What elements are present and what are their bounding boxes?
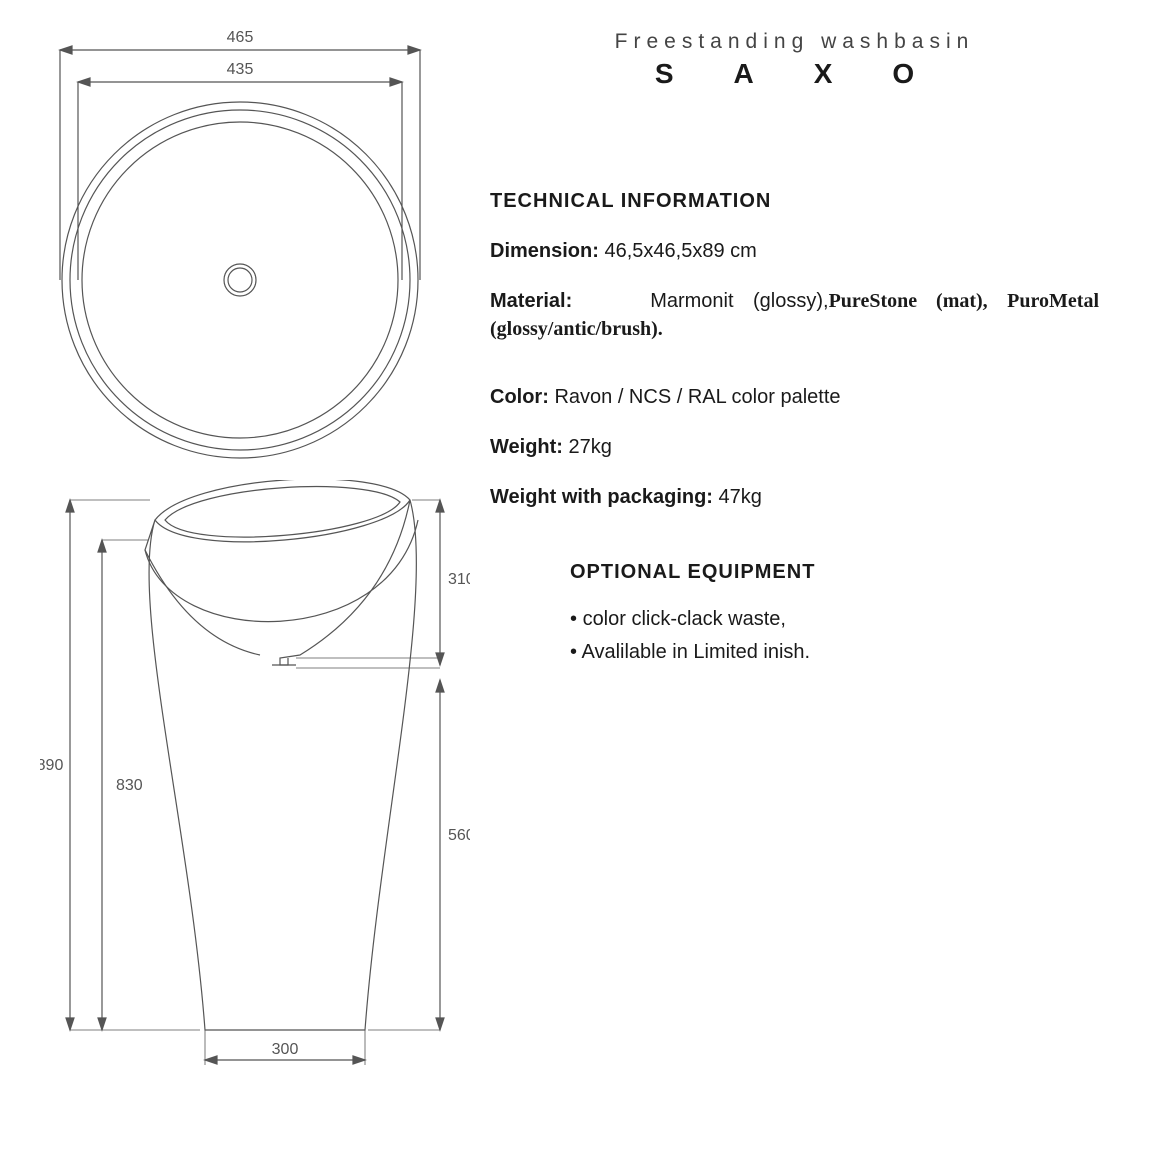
weight-line: Weight: 27kg (490, 433, 1099, 461)
color-value: Ravon / NCS / RAL color palette (554, 386, 840, 408)
weight-pack-value: 47kg (719, 486, 762, 508)
optional-item-0: • color click-clack waste, (570, 608, 1099, 631)
optional-heading: OPTIONAL EQUIPMENT (570, 561, 1099, 584)
dim-side-300: 300 (272, 1041, 299, 1058)
product-sheet: 465 435 (0, 0, 1159, 1173)
optional-section: OPTIONAL EQUIPMENT • color click-clack w… (490, 561, 1099, 664)
color-line: Color: Ravon / NCS / RAL color palette (490, 383, 1099, 411)
dimension-value: 46,5x46,5x89 cm (604, 240, 756, 262)
dim-top-outer: 465 (227, 29, 254, 46)
dim-side-890: 890 (40, 757, 63, 774)
material-label: Material: (490, 290, 572, 312)
weight-value: 27kg (569, 436, 612, 458)
material-line: Material: Marmonit (glossy),PureStone (m… (490, 287, 1099, 343)
product-subtitle: Freestanding washbasin (490, 30, 1099, 54)
dim-top-inner: 435 (227, 61, 254, 78)
info-column: Freestanding washbasin SAXO TECHNICAL IN… (470, 0, 1159, 1173)
dimension-label: Dimension: (490, 240, 599, 262)
dim-side-830: 830 (116, 777, 143, 794)
dim-side-310: 310 (448, 571, 470, 588)
dimension-line: Dimension: 46,5x46,5x89 cm (490, 237, 1099, 265)
material-bold-1: PureStone (mat), (829, 290, 988, 312)
weight-label: Weight: (490, 436, 563, 458)
material-plain: Marmonit (glossy), (650, 290, 828, 312)
side-view-diagram: 890 830 310 (40, 480, 460, 1080)
color-label: Color: (490, 386, 549, 408)
weight-pack-line: Weight with packaging: 47kg (490, 483, 1099, 511)
dim-side-560: 560 (448, 827, 470, 844)
top-view-diagram: 465 435 (40, 20, 440, 460)
product-title: SAXO (490, 58, 1099, 90)
tech-heading: TECHNICAL INFORMATION (490, 190, 1099, 213)
weight-pack-label: Weight with packaging: (490, 486, 713, 508)
drawings-column: 465 435 (0, 0, 470, 1173)
optional-item-1: • Avalilable in Limited inish. (570, 641, 1099, 664)
